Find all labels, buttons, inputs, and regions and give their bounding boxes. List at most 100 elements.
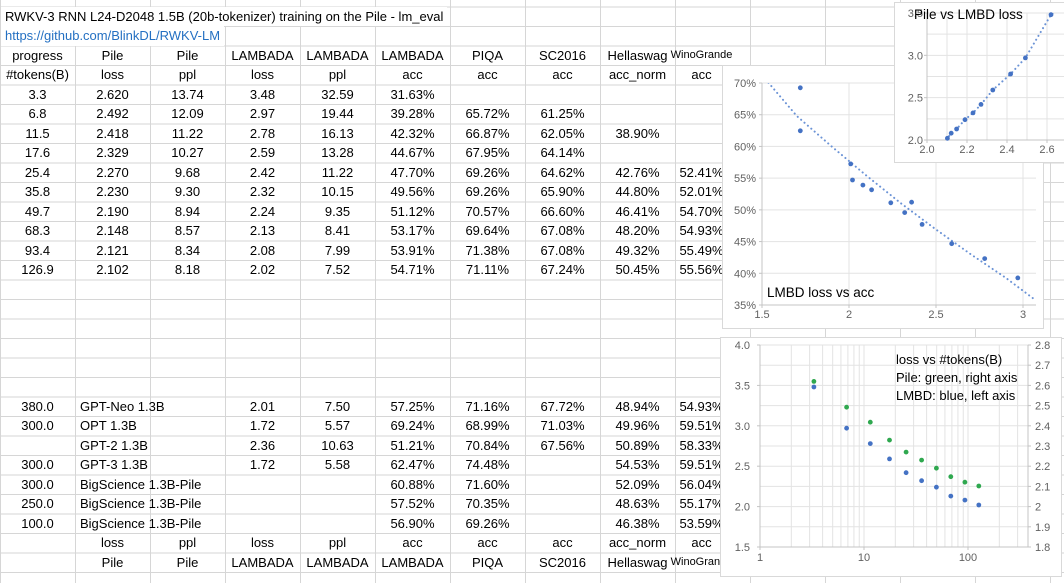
column-footer[interactable]: SC2016 [539,554,586,570]
column-header[interactable]: LAMBADA [306,47,369,63]
table-cell[interactable]: 5.57 [324,418,351,433]
column-header[interactable]: SC2016 [539,47,586,63]
table-cell[interactable]: 32.59 [321,86,354,102]
table-cell[interactable]: 54.93% [679,223,724,238]
column-header[interactable]: PIQA [471,47,504,63]
table-cell[interactable]: 53.59% [679,515,724,531]
table-cell[interactable]: 66.60% [540,203,585,219]
table-cell[interactable]: 380.0 [21,398,54,414]
table-cell[interactable]: 55.17% [679,496,724,511]
column-footer[interactable]: Pile [101,554,124,570]
model-name-cell[interactable]: GPT-3 1.3B [80,457,148,472]
table-cell[interactable]: 300.0 [21,476,54,492]
table-cell[interactable]: 49.56% [390,184,435,199]
table-cell[interactable]: 56.04% [679,476,724,492]
table-cell[interactable]: 2.102 [96,262,129,277]
column-footer[interactable]: acc [552,535,573,550]
table-cell[interactable]: 11.5 [25,125,50,141]
table-cell[interactable]: 9.68 [174,164,201,180]
column-header[interactable]: LAMBADA [231,47,294,63]
column-header[interactable]: acc [477,67,498,82]
table-cell[interactable]: 58.33% [679,437,724,453]
table-cell[interactable]: 60.88% [390,476,435,492]
table-cell[interactable]: 70.35% [465,496,510,511]
table-cell[interactable]: 70.84% [465,437,510,453]
table-cell[interactable]: 53.91% [390,242,435,258]
table-cell[interactable]: 53.17% [390,223,435,238]
table-cell[interactable]: 10.15 [321,184,354,199]
table-cell[interactable]: 42.76% [615,164,660,180]
column-footer[interactable]: Pile [176,554,199,570]
table-cell[interactable]: 8.57 [174,223,201,238]
table-cell[interactable]: 46.41% [615,203,660,219]
column-footer[interactable]: acc [402,535,423,550]
table-cell[interactable]: 71.60% [465,476,510,492]
table-cell[interactable]: 19.44 [321,106,354,121]
column-header[interactable]: #tokens(B) [6,67,69,82]
table-cell[interactable]: 2.97 [249,106,276,121]
table-cell[interactable]: 7.52 [324,262,351,277]
column-header[interactable]: acc [402,67,423,82]
table-cell[interactable]: 67.08% [540,223,585,238]
table-cell[interactable]: 10.27 [171,145,204,160]
table-cell[interactable]: 8.41 [324,223,351,238]
table-cell[interactable]: 8.34 [174,242,201,258]
column-footer[interactable]: PIQA [471,554,504,570]
table-cell[interactable]: 54.70% [679,203,724,219]
table-cell[interactable]: 42.32% [390,125,435,141]
table-cell[interactable]: 1.72 [249,457,276,472]
table-cell[interactable]: 13.28 [321,145,354,160]
table-cell[interactable]: 31.63% [390,86,435,102]
table-cell[interactable]: 3.48 [249,86,276,102]
table-cell[interactable]: 5.58 [324,457,351,472]
table-cell[interactable]: 48.94% [615,398,660,414]
table-cell[interactable]: 68.3 [24,223,51,238]
table-cell[interactable]: 55.56% [679,262,724,277]
table-cell[interactable]: 49.32% [615,242,660,258]
chart-pile-vs-lmbd-loss[interactable]: Pile vs LMBD loss 2.0 2.2 2.4 2.6 3.5 3.0 2.5 2… [894,2,1064,163]
model-name-cell[interactable]: BigScience 1.3B-Pile [80,515,202,531]
model-name-cell[interactable]: GPT-2 1.3B [80,437,148,453]
table-cell[interactable]: 1.72 [249,418,276,433]
table-cell[interactable]: 70.57% [465,203,510,219]
column-footer[interactable]: acc [691,535,712,550]
table-cell[interactable]: 48.63% [615,496,660,511]
table-cell[interactable]: 71.11% [465,262,510,277]
column-header[interactable]: LAMBADA [381,47,444,63]
table-cell[interactable]: 56.90% [390,515,435,531]
table-cell[interactable]: 38.90% [615,125,660,141]
table-cell[interactable]: 2.230 [96,184,129,199]
column-footer[interactable]: acc [477,535,498,550]
table-cell[interactable]: 52.41% [679,164,724,180]
table-cell[interactable]: 44.80% [615,184,660,199]
table-cell[interactable]: 54.53% [615,457,660,472]
column-header[interactable]: acc_norm [608,67,667,82]
table-cell[interactable]: 69.26% [465,184,510,199]
table-cell[interactable]: 2.190 [96,203,129,219]
table-cell[interactable]: 8.18 [174,262,201,277]
table-cell[interactable]: 7.50 [324,398,351,414]
table-cell[interactable]: 74.48% [465,457,510,472]
table-cell[interactable]: 10.63 [321,437,354,453]
table-cell[interactable]: 2.13 [249,223,276,238]
table-cell[interactable]: 62.47% [390,457,435,472]
table-cell[interactable]: 2.42 [249,164,276,180]
table-cell[interactable]: 65.72% [465,106,510,121]
table-cell[interactable]: 250.0 [21,496,54,511]
table-cell[interactable]: 16.13 [321,125,354,141]
column-footer[interactable]: loss [100,535,125,550]
table-cell[interactable]: 126.9 [21,262,54,277]
column-footer[interactable]: acc_norm [608,535,667,550]
table-cell[interactable]: 54.71% [390,262,435,277]
table-cell[interactable]: 300.0 [21,457,54,472]
table-cell[interactable]: 64.14% [540,145,585,160]
column-header[interactable]: progress [12,47,63,63]
table-cell[interactable]: 67.95% [465,145,510,160]
table-cell[interactable]: 71.16% [465,398,510,414]
table-cell[interactable]: 2.148 [96,223,129,238]
table-cell[interactable]: 2.32 [249,184,276,199]
table-cell[interactable]: 2.121 [96,242,129,258]
table-cell[interactable]: 66.87% [465,125,510,141]
table-cell[interactable]: 2.01 [249,398,276,414]
model-name-cell[interactable]: OPT 1.3B [80,418,137,433]
